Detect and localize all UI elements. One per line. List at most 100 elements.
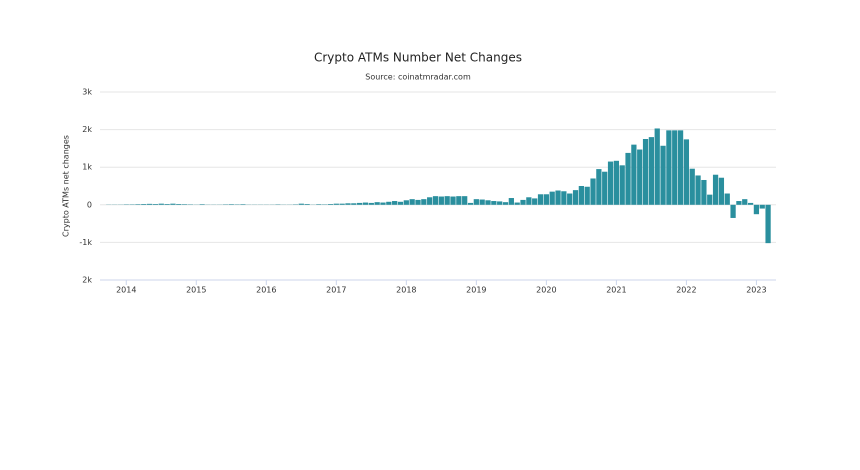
bar (403, 200, 409, 205)
bar (753, 204, 760, 215)
bar (158, 203, 164, 205)
bar (502, 202, 509, 205)
bar (432, 196, 439, 205)
y-tick-label: 3k (82, 88, 92, 97)
bar (327, 204, 334, 205)
bar (672, 130, 678, 205)
bar (508, 198, 514, 205)
bar (228, 204, 234, 205)
bar (316, 204, 322, 205)
bar (444, 196, 450, 205)
bar (648, 137, 655, 205)
bar (526, 197, 532, 205)
bar (666, 130, 672, 205)
bar (555, 190, 561, 205)
y-tick-label: 1k (82, 163, 92, 172)
bar (415, 199, 421, 205)
y-axis-title: Crypto ATMs net changes (62, 135, 71, 237)
bar (485, 200, 491, 205)
bar (596, 169, 602, 205)
bar (374, 202, 380, 205)
bar (427, 197, 433, 205)
bar (333, 203, 339, 205)
bar (759, 204, 765, 209)
bar (765, 204, 771, 244)
bar (642, 139, 649, 205)
bar (631, 144, 637, 205)
bar (438, 196, 444, 205)
bar (351, 203, 357, 205)
bar (567, 193, 573, 205)
bar (724, 193, 730, 205)
bar (543, 194, 549, 205)
bar (141, 204, 147, 205)
bar (491, 201, 497, 205)
bar (181, 204, 188, 205)
bar (689, 168, 695, 205)
x-tick-label: 2023 (746, 286, 766, 295)
bar (707, 194, 713, 205)
bar (578, 186, 584, 205)
bar (520, 199, 526, 205)
bar (135, 204, 141, 205)
bar (240, 204, 246, 205)
y-tick-label: 0 (87, 200, 92, 209)
bar (170, 203, 176, 205)
bar (736, 201, 742, 205)
bar (683, 139, 690, 205)
bar (473, 199, 479, 205)
bar (450, 196, 456, 205)
bar (549, 191, 555, 205)
chart-subtitle: Source: coinatmradar.com (365, 73, 471, 82)
bar (368, 202, 374, 205)
bar (152, 204, 159, 205)
x-tick-label: 2019 (466, 286, 486, 295)
bar (392, 201, 398, 205)
bar (339, 203, 345, 205)
bar (514, 202, 520, 205)
bar (298, 203, 304, 205)
bar (660, 145, 666, 205)
bar (712, 174, 719, 205)
bar (456, 196, 462, 205)
bar (380, 202, 386, 205)
bar (397, 201, 404, 205)
bar (584, 186, 590, 205)
x-tick-label: 2021 (606, 286, 626, 295)
chart-title: Crypto ATMs Number Net Changes (314, 51, 522, 65)
y-tick-label: -1k (79, 238, 92, 247)
bar (695, 175, 701, 205)
bar (357, 202, 363, 205)
bar (602, 171, 608, 205)
bar (386, 201, 392, 205)
bar (362, 202, 369, 205)
x-tick-label: 2022 (676, 286, 696, 295)
bar (304, 204, 310, 205)
bar (164, 204, 170, 205)
bar (532, 198, 538, 205)
bar (637, 149, 643, 205)
bar (561, 191, 567, 205)
bar (625, 152, 631, 205)
bar (742, 199, 748, 205)
bar (613, 160, 620, 205)
x-tick-label: 2014 (116, 286, 136, 295)
x-tick-label: 2020 (536, 286, 556, 295)
bar (497, 201, 503, 205)
bar (654, 128, 660, 205)
bar (462, 196, 468, 205)
bar (409, 199, 415, 205)
x-tick-label: 2015 (186, 286, 206, 295)
bar (747, 202, 754, 205)
bar (199, 204, 205, 205)
y-tick-label: 2k (82, 276, 92, 285)
bar (730, 204, 736, 218)
x-tick-label: 2018 (396, 286, 416, 295)
bar (345, 203, 351, 205)
bar (701, 179, 707, 205)
bar (479, 199, 485, 205)
bar (421, 199, 427, 205)
bar (590, 178, 596, 205)
bar (677, 130, 684, 205)
